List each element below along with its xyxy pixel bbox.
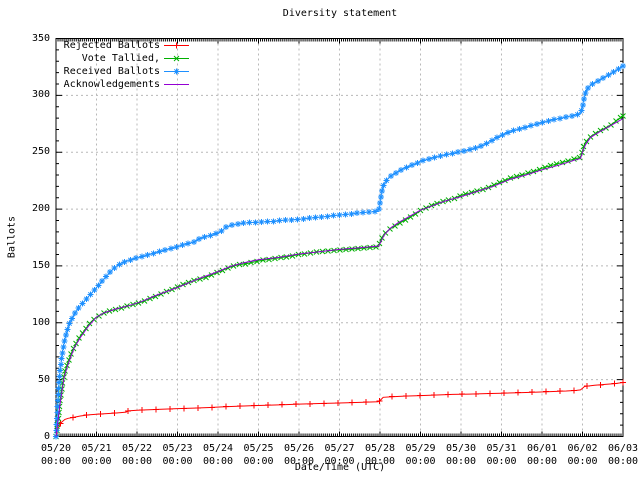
- x-tick-label: 05/20 00:00: [40, 443, 72, 467]
- x-tick-label: 05/22 00:00: [121, 443, 153, 467]
- legend-sample-none: [164, 84, 189, 85]
- legend-row-tallied: Vote Tallied,: [60, 52, 190, 65]
- x-tick-label: 06/03 00:00: [607, 443, 639, 467]
- x-tick-label: 05/27 00:00: [324, 443, 355, 467]
- legend-row-received: Received Ballots: [60, 65, 190, 78]
- y-axis-title: Ballots: [6, 215, 18, 259]
- legend: Rejected Ballots Vote Tallied, Received Ba…: [60, 39, 190, 91]
- x-tick-label: 05/21 00:00: [81, 443, 112, 467]
- legend-label: Acknowledgements: [63, 79, 160, 90]
- legend-sample-asterisk: [164, 68, 189, 75]
- x-tick-label: 05/28 00:00: [364, 443, 396, 467]
- y-tick-label: 200: [31, 203, 50, 215]
- y-tick-label: 150: [31, 259, 50, 271]
- x-tick-label: 05/29 00:00: [405, 443, 436, 467]
- x-tick-label: 05/26 00:00: [283, 443, 315, 467]
- legend-label: Vote Tallied,: [81, 53, 160, 64]
- legend-row-rejected: Rejected Ballots: [60, 39, 190, 52]
- legend-label: Rejected Ballots: [63, 40, 160, 51]
- x-tick-label: 05/25 00:00: [243, 443, 274, 467]
- x-tick-label: 05/31 00:00: [486, 443, 517, 467]
- legend-sample-cross: [164, 55, 189, 62]
- y-tick-label: 300: [31, 89, 50, 101]
- grid-lines: [56, 38, 623, 437]
- x-tick-label: 06/02 00:00: [567, 443, 598, 467]
- plot-border: [55, 38, 624, 437]
- y-tick-label: 350: [31, 32, 50, 44]
- x-axis-title: Date/Time (UTC): [294, 462, 386, 473]
- y-tick-label: 0: [43, 430, 50, 442]
- chart-title: Diversity statement: [282, 8, 398, 19]
- axis-ticks: [55, 38, 624, 437]
- y-tick-label: 100: [31, 316, 50, 328]
- series-line-acknowledgements: [55, 118, 624, 437]
- legend-sample-plus: [164, 42, 189, 49]
- y-tick-label: 50: [37, 373, 50, 385]
- x-tick-label: 05/30 00:00: [445, 443, 477, 467]
- legend-row-acknowledgements: Acknowledgements: [60, 78, 190, 91]
- x-tick-label: 06/01 00:00: [526, 443, 558, 467]
- x-tick-label: 05/23 00:00: [162, 443, 193, 467]
- y-tick-label: 250: [31, 146, 50, 158]
- x-tick-label: 05/24 00:00: [202, 443, 234, 467]
- legend-label: Received Ballots: [63, 66, 160, 77]
